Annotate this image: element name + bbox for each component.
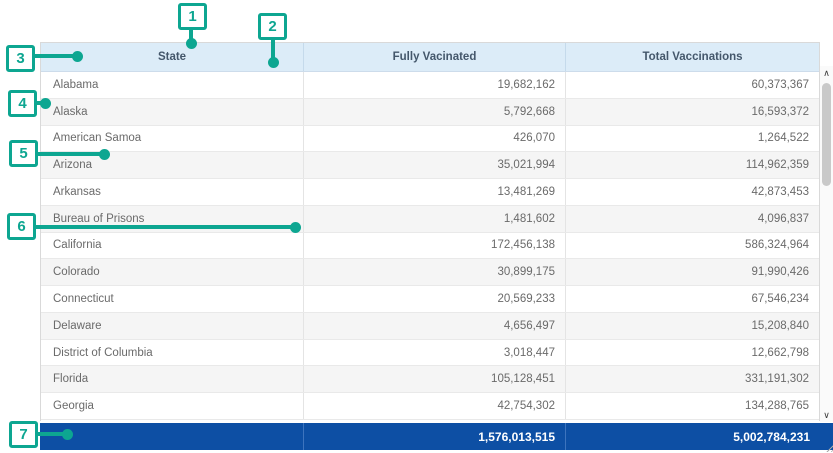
callout-5-dot [99, 149, 110, 160]
fully-vaccinated-cell: 5,792,668 [303, 99, 565, 125]
total-vaccinations-cell: 42,873,453 [565, 179, 819, 205]
callout-3-dot [72, 51, 83, 62]
total-vaccinations-cell: 60,373,367 [565, 72, 819, 98]
callout-7-dot [62, 429, 73, 440]
state-cell: American Samoa [41, 126, 303, 152]
callout-5-marker: 5 [9, 140, 38, 167]
callout-2-label: 2 [268, 18, 276, 35]
state-cell: Arizona [41, 152, 303, 178]
callout-2-dot [268, 57, 279, 68]
table-row[interactable]: Georgia42,754,302134,288,765 [41, 393, 819, 420]
table-row[interactable]: Colorado30,899,17591,990,426 [41, 259, 819, 286]
fully-vaccinated-cell: 30,899,175 [303, 259, 565, 285]
callout-1-label: 1 [188, 8, 196, 25]
fully-vaccinated-cell: 20,569,233 [303, 286, 565, 312]
scroll-down-icon: ∨ [823, 410, 830, 421]
state-cell: Delaware [41, 313, 303, 339]
column-header-fully-vaccinated[interactable]: Fully Vacinated [303, 43, 565, 71]
callout-3-label: 3 [16, 50, 24, 67]
scroll-down-button[interactable]: ∨ [820, 408, 833, 422]
fully-vaccinated-cell: 105,128,451 [303, 366, 565, 392]
total-vaccinations-cell: 134,288,765 [565, 393, 819, 419]
state-cell: California [41, 233, 303, 259]
scrollbar-thumb[interactable] [822, 83, 831, 186]
fully-vaccinated-cell: 19,682,162 [303, 72, 565, 98]
fully-vaccinated-cell: 35,021,994 [303, 152, 565, 178]
table-row[interactable]: Alaska5,792,66816,593,372 [41, 99, 819, 126]
callout-4-marker: 4 [8, 90, 37, 117]
scroll-up-button[interactable]: ∧ [820, 66, 833, 80]
callout-7-label: 7 [19, 426, 27, 443]
app-canvas: State Fully Vacinated Total Vaccinations… [0, 0, 833, 453]
table-row[interactable]: Connecticut20,569,23367,546,234 [41, 286, 819, 313]
table-total-row: 1,576,013,515 5,002,784,231 [40, 423, 833, 450]
total-vaccinations-cell: 4,096,837 [565, 206, 819, 232]
vertical-scrollbar[interactable]: ∧ ∨ [820, 66, 833, 422]
callout-1-dot [186, 38, 197, 49]
callout-4-label: 4 [18, 95, 26, 112]
total-vaccinations-cell: 12,662,798 [565, 340, 819, 366]
callout-7-connector [36, 432, 64, 436]
fully-vaccinated-cell: 13,481,269 [303, 179, 565, 205]
total-vaccinations-cell: 114,962,359 [565, 152, 819, 178]
data-table: State Fully Vacinated Total Vaccinations… [40, 42, 820, 421]
total-vaccinations-cell: 1,264,522 [565, 126, 819, 152]
state-cell: Florida [41, 366, 303, 392]
fully-vaccinated-cell: 426,070 [303, 126, 565, 152]
state-cell: Alabama [41, 72, 303, 98]
callout-7-marker: 7 [9, 421, 38, 448]
callout-1-marker: 1 [178, 3, 207, 30]
state-cell: District of Columbia [41, 340, 303, 366]
table-body: Alabama19,682,16260,373,367Alaska5,792,6… [41, 72, 819, 420]
table-row[interactable]: Alabama19,682,16260,373,367 [41, 72, 819, 99]
total-vaccinations-cell: 331,191,302 [565, 366, 819, 392]
total-vaccinations-cell: 15,208,840 [565, 313, 819, 339]
table-row[interactable]: California172,456,138586,324,964 [41, 233, 819, 260]
table-row[interactable]: Delaware4,656,49715,208,840 [41, 313, 819, 340]
callout-5-connector [36, 152, 100, 156]
callout-3-marker: 3 [6, 45, 35, 72]
state-cell: Connecticut [41, 286, 303, 312]
fully-vaccinated-cell: 4,656,497 [303, 313, 565, 339]
table-row[interactable]: District of Columbia3,018,44712,662,798 [41, 340, 819, 367]
fully-vaccinated-cell: 42,754,302 [303, 393, 565, 419]
table-row[interactable]: Arkansas13,481,26942,873,453 [41, 179, 819, 206]
state-cell: Colorado [41, 259, 303, 285]
total-row-state-cell [40, 423, 303, 450]
callout-2-marker: 2 [258, 13, 287, 40]
fully-vaccinated-cell: 3,018,447 [303, 340, 565, 366]
fully-vaccinated-cell: 1,481,602 [303, 206, 565, 232]
total-vaccinations-cell: 91,990,426 [565, 259, 819, 285]
state-cell: Georgia [41, 393, 303, 419]
fully-vaccinated-cell: 172,456,138 [303, 233, 565, 259]
callout-6-label: 6 [17, 218, 25, 235]
total-vaccinations-cell: 16,593,372 [565, 99, 819, 125]
total-fully-vaccinated-cell: 1,576,013,515 [303, 423, 565, 450]
state-cell: Alaska [41, 99, 303, 125]
table-row[interactable]: Florida105,128,451331,191,302 [41, 366, 819, 393]
callout-6-marker: 6 [7, 213, 36, 240]
table-row[interactable]: American Samoa426,0701,264,522 [41, 126, 819, 153]
table-header-row: State Fully Vacinated Total Vaccinations [41, 43, 819, 72]
state-cell: Arkansas [41, 179, 303, 205]
callout-4-dot [40, 98, 51, 109]
table-row[interactable]: Arizona35,021,994114,962,359 [41, 152, 819, 179]
scroll-up-icon: ∧ [823, 68, 830, 79]
total-vaccinations-cell: 586,324,964 [565, 233, 819, 259]
column-header-total-vaccinations[interactable]: Total Vaccinations [565, 43, 819, 71]
callout-6-dot [290, 222, 301, 233]
total-total-vaccinations-cell: 5,002,784,231 [565, 423, 820, 450]
total-vaccinations-cell: 67,546,234 [565, 286, 819, 312]
callout-6-connector [34, 225, 291, 229]
callout-5-label: 5 [19, 145, 27, 162]
